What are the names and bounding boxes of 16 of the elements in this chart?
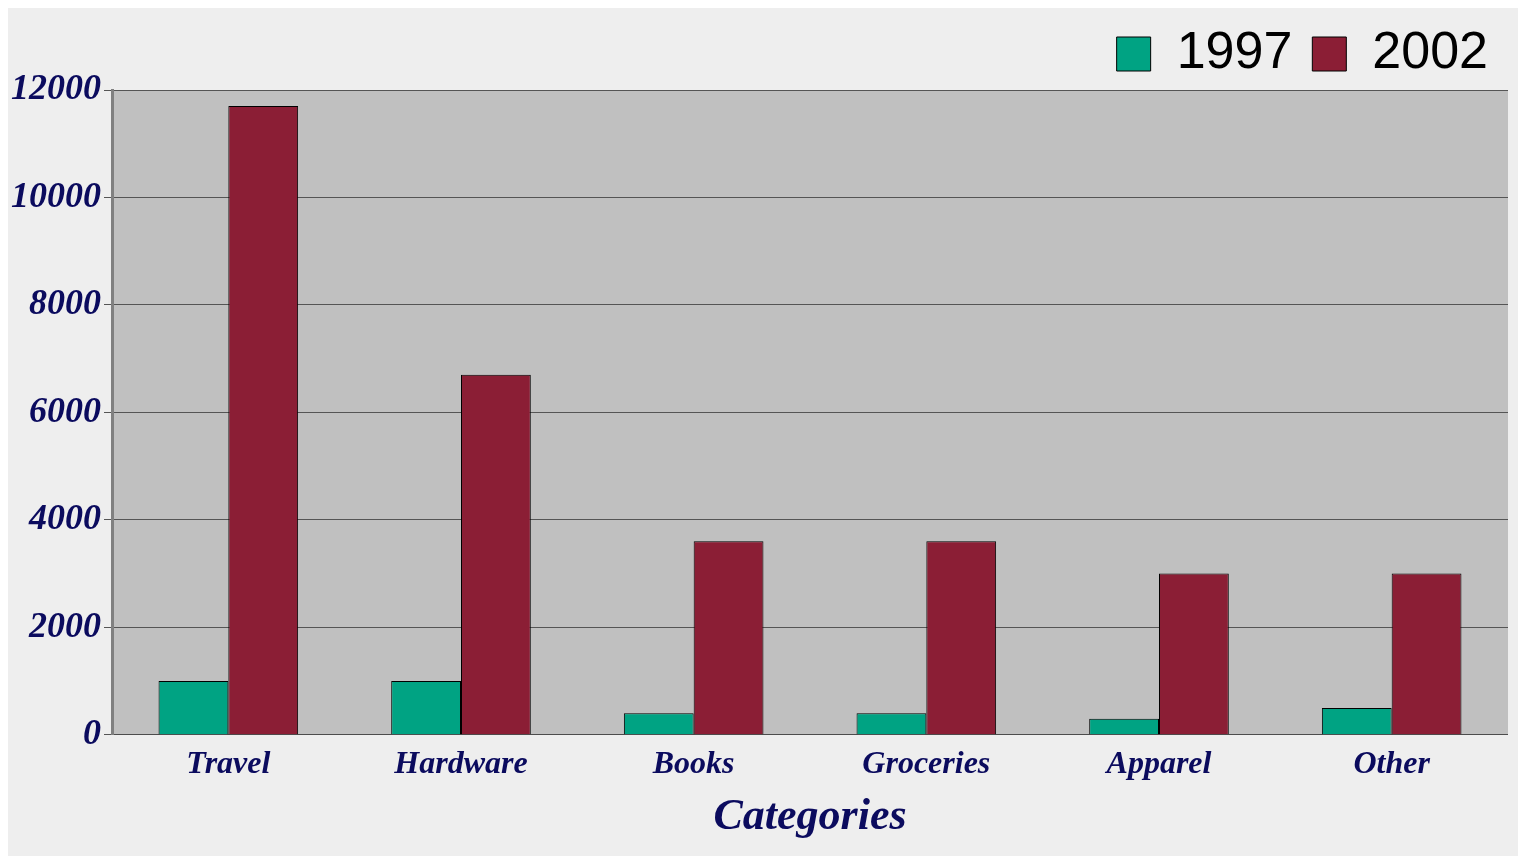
legend-label: 1997 <box>1176 21 1293 80</box>
y-tick-label: 12000 <box>11 67 101 108</box>
y-tick-label: 8000 <box>29 282 101 323</box>
legend-label: 2002 <box>1372 21 1489 80</box>
y-tick-label: 6000 <box>29 389 101 430</box>
x-tick-label: Other <box>1353 744 1431 781</box>
y-tick-label: 10000 <box>11 174 101 215</box>
y-tick-label: 2000 <box>28 604 101 645</box>
x-tick-label: Books <box>651 744 735 781</box>
x-tick-label: Apparel <box>1104 744 1212 781</box>
x-axis-title: Categories <box>713 789 907 839</box>
y-tick-label: 0 <box>83 712 101 753</box>
x-tick-label: Travel <box>186 744 271 781</box>
x-tick-label: Groceries <box>862 744 991 781</box>
y-tick-label: 4000 <box>28 497 101 538</box>
x-tick-label: Hardware <box>393 744 528 781</box>
